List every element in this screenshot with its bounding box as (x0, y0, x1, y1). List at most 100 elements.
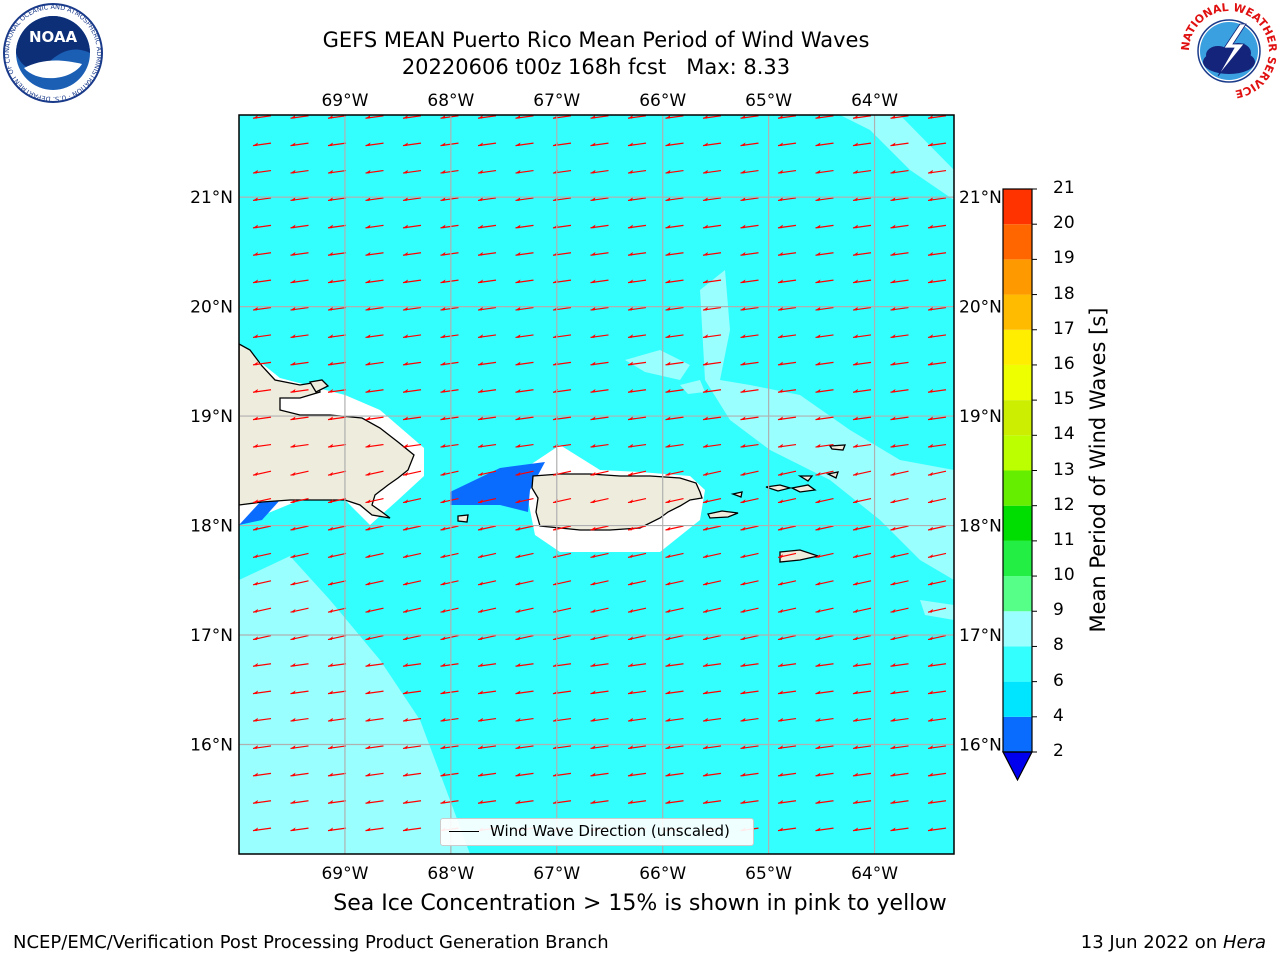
wave-arrow-head (928, 554, 933, 558)
wave-arrow-head (590, 636, 596, 640)
wave-arrow-head (853, 115, 858, 119)
wave-arrow-head (778, 663, 783, 667)
colorbar-tick-label: 10 (1053, 565, 1075, 586)
wave-arrow-head (440, 306, 446, 311)
wave-arrow-head (778, 717, 783, 722)
wave-arrow-head (665, 416, 671, 421)
wave-arrow-head (703, 472, 708, 476)
wave-arrow-head (778, 772, 783, 777)
wave-arrow-head (515, 499, 521, 503)
wave-arrow-head (853, 306, 858, 311)
wave-arrow-head (328, 279, 333, 284)
wave-arrow-head (740, 361, 746, 366)
wave-arrow-head (890, 169, 896, 174)
wave-arrow-head (440, 443, 446, 448)
wave-arrow-head (440, 745, 446, 749)
wave-arrow-head (590, 306, 596, 311)
wave-arrow-head (290, 115, 296, 119)
wave-arrow-head (740, 115, 746, 119)
wave-arrow-head (365, 334, 371, 338)
wave-arrow-head (478, 772, 483, 777)
wave-arrow-head (853, 663, 858, 667)
wave-arrow-head (890, 717, 896, 722)
wave-arrow-head (515, 472, 521, 476)
wave-arrow-head (703, 279, 708, 284)
wave-arrow-head (440, 389, 446, 393)
wave-arrow-head (928, 499, 933, 503)
wave-arrow-head (515, 800, 521, 804)
wave-arrow-head (590, 581, 596, 586)
wave-arrow-head (703, 690, 708, 695)
colorbar-tick-label: 11 (1053, 529, 1075, 550)
wave-arrow-head (515, 115, 521, 119)
wave-arrow-head (365, 827, 371, 832)
wave-arrow-head (440, 526, 446, 531)
wave-arrow-head (590, 772, 596, 777)
wave-arrow-head (815, 416, 821, 421)
wave-arrow-head (703, 115, 708, 119)
wave-arrow-head (815, 279, 821, 284)
colorbar-segment (1003, 400, 1032, 436)
colorbar-tick-label: 8 (1053, 635, 1064, 656)
wave-arrow-head (403, 416, 408, 421)
wave-arrow-head (365, 306, 371, 311)
lon-label-top: 64°W (851, 91, 898, 111)
wave-arrow-head (740, 554, 746, 558)
wave-arrow-head (590, 717, 596, 722)
lon-label-top: 67°W (533, 91, 580, 111)
wave-arrow-head (778, 416, 783, 421)
wave-arrow-head (515, 554, 521, 558)
wave-arrow-head (853, 389, 858, 393)
wave-arrow-head (665, 636, 671, 640)
wave-arrow-head (815, 306, 821, 311)
wave-arrow-head (815, 554, 821, 558)
wave-arrow-head (703, 197, 708, 201)
wave-arrow-head (703, 142, 708, 147)
legend-line-symbol (449, 831, 479, 832)
wave-arrow-head (928, 636, 933, 640)
wave-arrow-head (853, 717, 858, 722)
wave-arrow-head (778, 142, 783, 147)
wave-arrow-head (665, 169, 671, 174)
wave-arrow-head (365, 252, 371, 256)
wave-arrow-head (290, 472, 296, 476)
wave-arrow-head (928, 361, 933, 366)
wave-arrow-head (253, 581, 258, 586)
wave-arrow-head (290, 334, 296, 338)
wave-arrow-head (403, 252, 408, 256)
wave-arrow-head (290, 416, 296, 421)
wave-arrow-head (815, 717, 821, 722)
wave-arrow-head (778, 827, 783, 832)
wave-arrow-head (290, 224, 296, 229)
wave-arrow-head (328, 389, 333, 393)
wave-arrow-head (740, 142, 746, 147)
wave-arrow-head (590, 252, 596, 256)
wave-arrow-head (515, 142, 521, 147)
wave-arrow-head (590, 389, 596, 393)
colorbar-segment (1003, 364, 1032, 401)
lon-label-top: 69°W (321, 91, 368, 111)
wave-arrow-head (853, 581, 858, 586)
wave-arrow-head (403, 690, 408, 695)
wave-arrow-head (703, 663, 708, 667)
wave-arrow-head (628, 334, 633, 338)
lat-label-left: 16°N (190, 736, 233, 756)
wave-arrow-head (440, 772, 446, 777)
wave-arrow-head (853, 526, 858, 531)
wave-arrow-head (515, 636, 521, 640)
wave-arrow-head (328, 224, 333, 229)
wave-arrow-head (253, 745, 258, 749)
wave-arrow-head (440, 115, 446, 119)
wave-arrow-head (253, 252, 258, 256)
wave-arrow-head (328, 745, 333, 749)
wave-arrow-head (778, 690, 783, 695)
wave-arrow-head (403, 389, 408, 393)
wave-arrow-head (665, 142, 671, 147)
legend-label: Wind Wave Direction (unscaled) (490, 822, 730, 840)
wave-arrow-head (403, 443, 408, 448)
wave-arrow-head (740, 306, 746, 311)
wave-arrow-head (590, 609, 596, 613)
chart-subtitle: 20220606 t00z 168h fcst Max: 8.33 (401, 55, 791, 79)
wave-arrow-head (778, 800, 783, 804)
